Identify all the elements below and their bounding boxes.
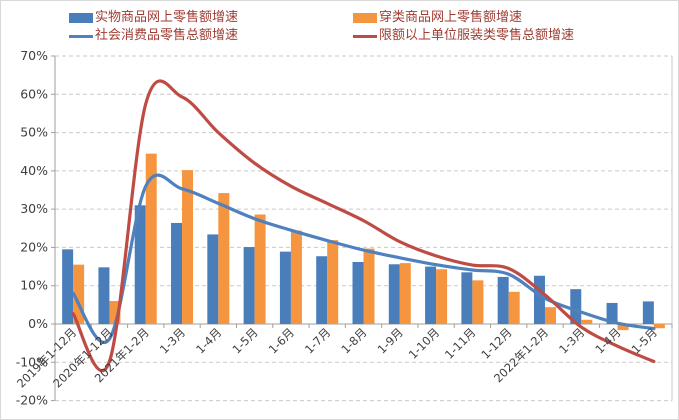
svg-text:1-5月: 1-5月 [629,325,660,356]
svg-text:1-5月: 1-5月 [229,325,260,356]
svg-text:30%: 30% [20,201,48,216]
legend-item-clothing-online: 穿类商品网上零售额增速 [353,10,522,26]
svg-text:1-8月: 1-8月 [338,325,369,356]
svg-text:50%: 50% [20,125,48,140]
svg-text:-10%: -10% [16,354,48,369]
svg-text:40%: 40% [20,163,48,178]
orange-bar-swatch-icon [353,13,377,23]
svg-text:1-4月: 1-4月 [193,325,224,356]
svg-text:1-3月: 1-3月 [157,325,188,356]
svg-text:0%: 0% [28,316,48,331]
legend-label: 穿类商品网上零售额增速 [379,10,523,25]
chart-legend: 实物商品网上零售额增速 穿类商品网上零售额增速 社会消费品零售总额增速 限额以上… [1,1,678,47]
svg-text:10%: 10% [20,278,48,293]
legend-item-total-retail: 社会消费品零售总额增速 [69,28,238,44]
legend-label: 实物商品网上零售额增速 [95,10,239,25]
svg-text:1-9月: 1-9月 [375,325,406,356]
legend-label: 限额以上单位服装类零售总额增速 [379,28,575,43]
svg-text:20%: 20% [20,239,48,254]
svg-text:-20%: -20% [16,393,48,408]
legend-label: 社会消费品零售总额增速 [95,28,239,43]
red-line-swatch-icon [353,34,377,38]
svg-text:1-11月: 1-11月 [442,325,478,361]
legend-item-online-goods: 实物商品网上零售额增速 [69,10,238,26]
svg-text:70%: 70% [20,48,48,63]
svg-text:1-10月: 1-10月 [406,325,442,361]
blue-line-swatch-icon [69,34,93,38]
svg-text:1-7月: 1-7月 [302,325,333,356]
blue-bar-swatch-icon [69,13,93,23]
svg-text:60%: 60% [20,86,48,101]
legend-item-apparel-retail: 限额以上单位服装类零售总额增速 [353,28,574,44]
svg-text:1-6月: 1-6月 [266,325,297,356]
